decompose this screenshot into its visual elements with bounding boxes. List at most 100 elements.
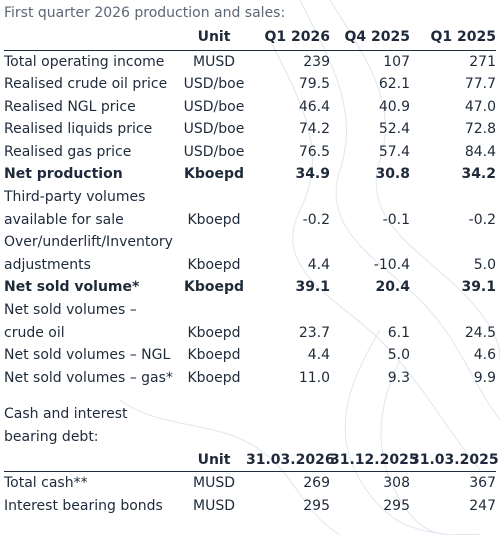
table-row: Realised NGL price USD/boe 46.4 40.9 47.0	[4, 96, 496, 119]
table-row: Total cash** MUSD 269 308 367	[4, 472, 496, 495]
row-value: 6.1	[387, 324, 410, 341]
row-unit: USD/boe	[183, 143, 245, 160]
header-unit: Unit	[182, 448, 246, 473]
table-row: Net sold volume* Kboepd 39.1 20.4 39.1	[4, 276, 496, 299]
row-value: 62.1	[378, 76, 410, 93]
row-value	[410, 231, 496, 254]
row-value: 295	[383, 497, 410, 514]
row-value: 247	[469, 497, 496, 514]
header-31-03-2025: 31.03.2025	[410, 448, 499, 473]
table-row: Net sold volumes –	[4, 299, 496, 322]
header-q1-2025: Q1 2025	[410, 26, 496, 51]
row-label: Net sold volumes –	[4, 302, 137, 319]
table-row: Net sold volumes – NGL Kboepd 4.4 5.0 4.6	[4, 344, 496, 367]
row-value: 4.6	[473, 347, 496, 364]
row-value	[410, 299, 496, 322]
row-value: 4.4	[307, 347, 330, 364]
row-label: available for sale	[4, 211, 124, 228]
row-value: 79.5	[298, 76, 330, 93]
row-value: 107	[383, 53, 410, 70]
row-value: -10.4	[373, 256, 410, 273]
table-row: Total operating income MUSD 239 107 271	[4, 50, 496, 73]
table-row: Over/underlift/Inventory	[4, 231, 496, 254]
row-value	[246, 231, 330, 254]
row-value	[246, 186, 330, 209]
row-label: adjustments	[4, 256, 91, 273]
row-label: Realised liquids price	[4, 121, 153, 138]
row-label: Third-party volumes	[4, 189, 146, 206]
header-q4-2025: Q4 2025	[330, 26, 410, 51]
row-unit: Kboepd	[187, 347, 241, 364]
production-sales-table: Unit Q1 2026 Q4 2025 Q1 2025 Total opera…	[4, 26, 496, 389]
row-unit	[182, 299, 246, 322]
row-value: 9.3	[387, 369, 410, 386]
row-unit: Kboepd	[187, 369, 241, 386]
cash-debt-table: Unit 31.03.2026 31.12.2025 31.03.2025 To…	[4, 448, 499, 518]
row-label: Net production	[4, 166, 123, 183]
row-value: 76.5	[298, 143, 330, 160]
row-value: 23.7	[298, 324, 330, 341]
row-label: Realised NGL price	[4, 98, 136, 115]
row-label: Net sold volume*	[4, 279, 140, 296]
row-value: 47.0	[464, 98, 496, 115]
row-unit	[182, 186, 246, 209]
row-label: Realised crude oil price	[4, 76, 168, 93]
row-unit: Kboepd	[183, 279, 245, 296]
cash-debt-section: Cash and interest bearing debt:	[4, 389, 496, 448]
row-value: 11.0	[298, 369, 330, 386]
row-value	[246, 299, 330, 322]
section-title-line2: bearing debt:	[4, 429, 99, 445]
table-row: crude oil Kboepd 23.7 6.1 24.5	[4, 322, 496, 345]
row-value: 24.5	[464, 324, 496, 341]
row-value: -0.1	[382, 211, 410, 228]
row-value: 5.0	[387, 347, 410, 364]
section-title-line1: Cash and interest	[4, 406, 128, 423]
header-31-03-2026: 31.03.2026	[246, 448, 335, 473]
row-value: 72.8	[464, 121, 496, 138]
header-q1-2026: Q1 2026	[246, 26, 330, 51]
row-label: Net sold volumes – gas*	[4, 369, 173, 386]
row-value: 271	[469, 53, 496, 70]
row-value: 34.2	[461, 166, 496, 183]
table-header-row: Unit Q1 2026 Q4 2025 Q1 2025	[4, 26, 496, 51]
row-value	[330, 186, 410, 209]
row-value	[410, 186, 496, 209]
table-row: Realised gas price USD/boe 76.5 57.4 84.4	[4, 141, 496, 164]
row-value: 74.2	[298, 121, 330, 138]
row-value: 295	[303, 497, 330, 514]
row-value: 39.1	[295, 279, 330, 296]
row-unit: MUSD	[193, 53, 235, 70]
header-label	[4, 26, 182, 51]
row-value: 9.9	[473, 369, 496, 386]
table-row: Interest bearing bonds MUSD 295 295 247	[4, 495, 496, 518]
row-unit: USD/boe	[183, 121, 245, 138]
row-unit	[182, 231, 246, 254]
table-row: Net production Kboepd 34.9 30.8 34.2	[4, 163, 496, 186]
row-value: 34.9	[295, 166, 330, 183]
header-unit: Unit	[182, 26, 246, 51]
row-unit: MUSD	[193, 497, 235, 514]
row-value: 4.4	[307, 256, 330, 273]
table-row: adjustments Kboepd 4.4 -10.4 5.0	[4, 254, 496, 277]
row-value: 40.9	[378, 98, 410, 115]
row-unit: Kboepd	[183, 166, 245, 183]
table-row: available for sale Kboepd -0.2 -0.1 -0.2	[4, 209, 496, 232]
row-value: -0.2	[468, 211, 496, 228]
row-value: 52.4	[378, 121, 410, 138]
row-value: -0.2	[302, 211, 330, 228]
table-row: Net sold volumes – gas* Kboepd 11.0 9.3 9.9	[4, 367, 496, 390]
row-unit: MUSD	[193, 475, 235, 492]
row-unit: USD/boe	[183, 76, 245, 93]
row-value: 20.4	[375, 279, 410, 296]
row-label: crude oil	[4, 324, 65, 341]
row-value: 57.4	[378, 143, 410, 160]
row-unit: Kboepd	[187, 256, 241, 273]
row-value	[330, 231, 410, 254]
row-label: Total operating income	[4, 53, 165, 70]
row-label: Over/underlift/Inventory	[4, 234, 173, 251]
row-unit: Kboepd	[187, 211, 241, 228]
row-value: 39.1	[461, 279, 496, 296]
row-label: Interest bearing bonds	[4, 497, 163, 514]
row-value: 84.4	[464, 143, 496, 160]
row-value	[330, 299, 410, 322]
